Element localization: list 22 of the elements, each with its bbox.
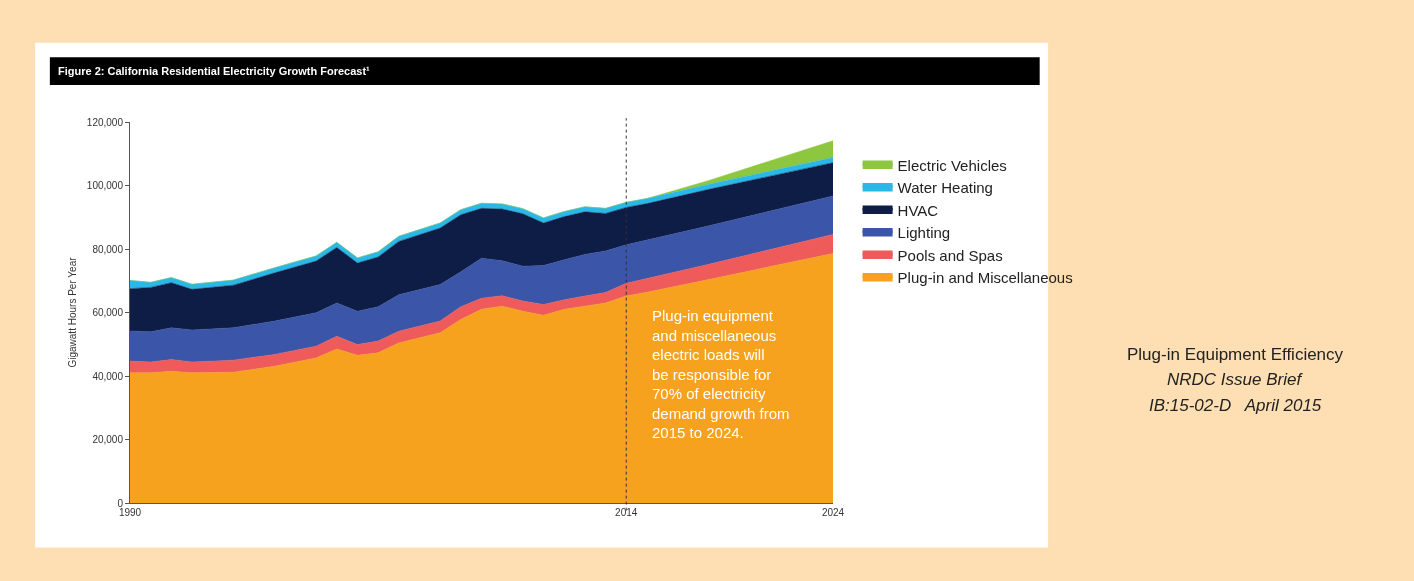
x-tick-label: 2014 <box>615 507 638 518</box>
annotation: Plug-in equipment and miscellaneous electric loads will be responsible for 70% of electricity demand growth from 2015 to 2024. <box>652 307 790 441</box>
y-tick-label: 100,000 <box>86 180 124 191</box>
legend-label: Pools and Spas <box>897 246 1003 264</box>
text: IB:15-02-D April 2015 <box>1149 396 1322 415</box>
y-tick-label: 0 <box>117 497 124 509</box>
x-tick-label: 1990 <box>118 507 142 518</box>
y-tick-label: 60,000 <box>92 307 124 318</box>
y-axis-title: Gigawatt Hours Per Year <box>66 256 78 368</box>
y-tick-label: 40,000 <box>92 370 124 382</box>
y-tick-label: 20,000 <box>92 434 124 445</box>
y-tick-label: 120,000 <box>86 116 124 128</box>
text: NRDC Issue Brief <box>1167 370 1304 389</box>
legend-label: Water Heating <box>897 179 993 197</box>
chart-title: Figure 2: California Residential Electricity Growth Forecast¹ <box>58 65 371 77</box>
text: Plug-in Equipment Efficiency <box>1127 345 1344 364</box>
legend-label: Lighting <box>897 224 951 242</box>
legend-label: Plug-in and Miscellaneous <box>897 269 1073 287</box>
y-tick-label: 80,000 <box>92 243 124 255</box>
legend-label: Electric Vehicles <box>897 156 1007 174</box>
legend-label: HVAC <box>897 201 939 219</box>
x-tick-label: 2024 <box>821 507 845 518</box>
